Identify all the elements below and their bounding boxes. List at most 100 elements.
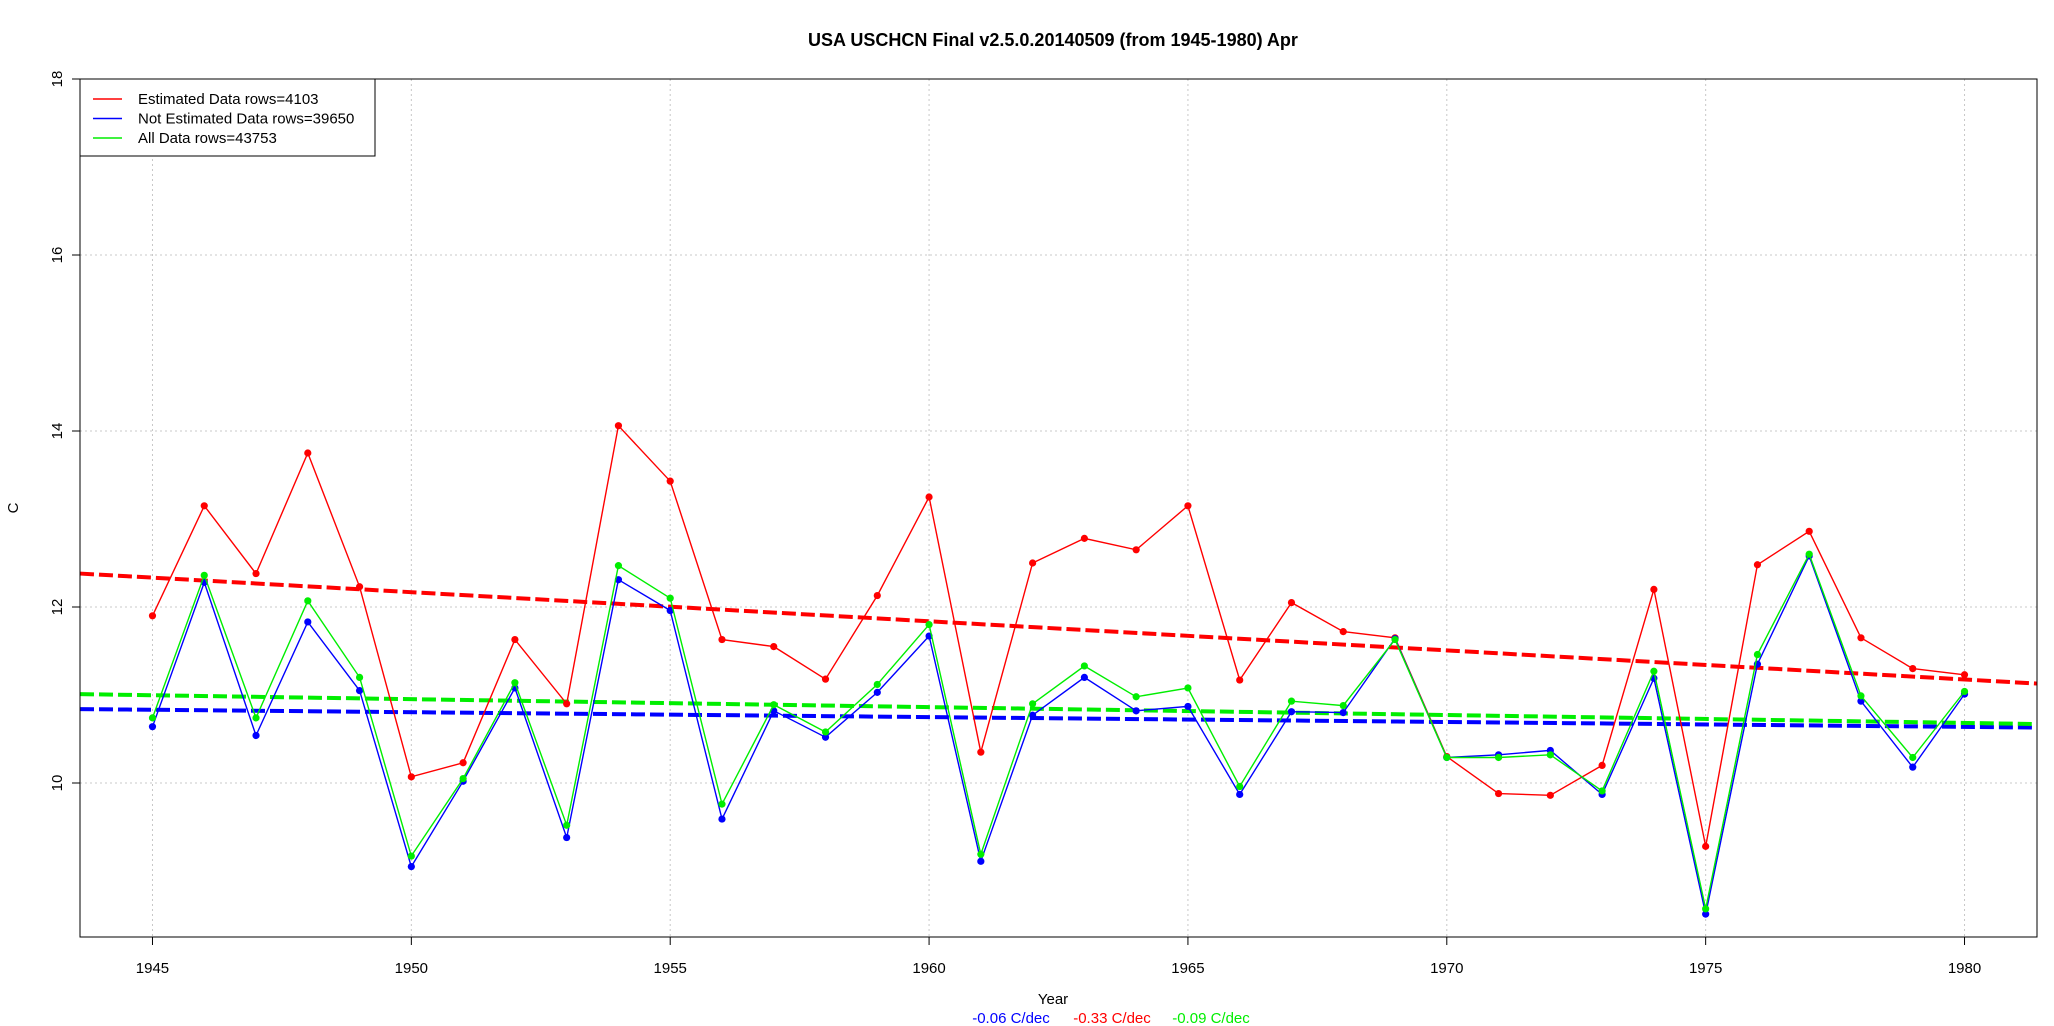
data-point [1132,707,1140,715]
data-point [1184,702,1192,711]
data-point [1546,791,1554,799]
legend-entry: Not Estimated Data rows=39650 [138,111,354,128]
data-point [1080,534,1088,542]
data-point [770,643,778,651]
data-point [1702,905,1710,913]
data-point [407,863,415,871]
y-tick-label: 14 [49,423,66,440]
data-point [1029,711,1037,719]
data-point [1857,697,1865,705]
data-point [666,477,674,485]
x-tick-label: 1955 [654,960,687,977]
data-point [1236,676,1244,684]
data-point [304,618,312,626]
trend-label: -0.33 C/dec [1073,1010,1151,1026]
data-point [1443,753,1451,762]
data-point [200,502,208,510]
trend-line [79,571,2038,686]
x-tick-label: 1975 [1689,960,1722,977]
data-point [977,857,985,865]
trend-line [79,707,2038,730]
data-point [407,773,415,781]
data-point [407,852,415,860]
data-point [614,422,623,430]
data-point [821,728,830,736]
data-point [355,687,364,695]
data-point [511,679,519,687]
data-point [252,731,260,740]
data-point [304,449,312,457]
data-point [666,594,674,602]
series-line [151,554,1966,915]
legend-entry: Estimated Data rows=4103 [138,91,319,108]
data-point [873,680,881,689]
data-point [1702,842,1710,850]
chart-title: USA USCHCN Final v2.5.0.20140509 (from 1… [808,30,1298,50]
data-point [252,569,260,578]
data-point [1287,697,1296,705]
data-point [977,748,985,756]
data-point [1857,634,1865,642]
x-tick-label: 1970 [1430,960,1463,977]
data-point [718,800,726,808]
data-point [1598,787,1606,795]
data-point [563,821,571,829]
data-point [148,612,157,620]
data-point [252,714,260,722]
series-1 [148,422,1969,850]
data-point [925,493,933,501]
x-tick-label: 1960 [912,960,945,977]
data-point [1029,700,1037,708]
grid [80,78,2037,937]
data-point [1287,708,1296,716]
data-point [770,701,778,709]
y-tick-label: 16 [49,247,66,264]
data-point [821,733,830,741]
data-point [1494,753,1503,762]
data-point [1080,662,1088,670]
data-point [148,723,157,731]
trend-lines [79,571,2038,730]
trend-line [79,692,2038,727]
data-point [1132,546,1140,554]
data-point [1339,709,1347,717]
y-tick-label: 18 [49,71,66,88]
data-point [355,583,364,591]
data-point [873,688,881,696]
plot-frame [79,78,2038,938]
series-line [151,552,1966,909]
x-tick-label: 1980 [1948,960,1981,977]
data-point [1391,635,1399,644]
axes: 1945 1950 1955 1960 1965 1970 1975 1980 10 12 14 16… [49,71,1981,977]
data-point [1702,910,1710,918]
data-point [459,775,467,783]
data-point [1287,599,1296,607]
x-axis-title: Year [1038,991,1068,1008]
y-axis-title: C [5,502,22,513]
data-point [200,571,208,579]
x-tick-label: 1965 [1171,960,1204,977]
data-point [614,562,623,570]
data-point [1909,753,1917,762]
data-point [1339,628,1347,636]
data-point [1753,650,1762,659]
x-tick-label: 1945 [136,960,169,977]
data-point [563,833,571,842]
legend-box [79,78,376,157]
data-point [304,597,312,605]
data-point [1132,693,1140,701]
data-point [1805,527,1813,535]
data-point [977,850,985,858]
data-point [1598,761,1606,770]
data-point [1909,665,1917,673]
legend: Estimated Data rows=4103 Not Estimated Da… [79,78,376,157]
data-point [1080,673,1088,682]
data-series [148,422,1969,918]
data-point [1650,667,1658,675]
data-point [1184,502,1192,510]
data-point [563,700,571,708]
data-point [1546,751,1554,759]
data-point [1960,671,1969,679]
data-point [1494,789,1503,798]
